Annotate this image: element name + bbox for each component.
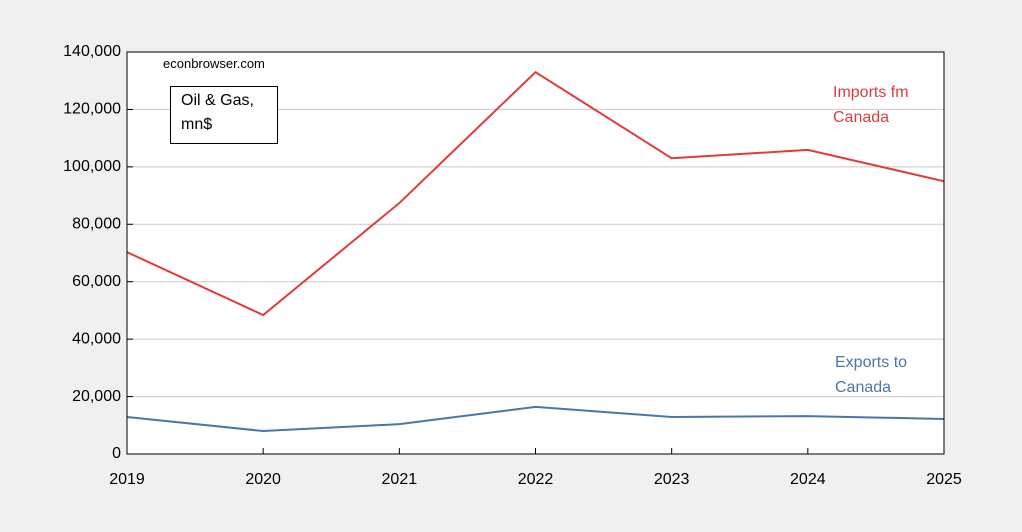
series-label: Exports to Canada: [835, 354, 908, 396]
series-label: Imports fm Canada: [833, 84, 909, 126]
y-tick-label: 40,000: [72, 330, 121, 347]
y-tick-label: 100,000: [63, 158, 121, 175]
series-line: [126, 70, 945, 317]
x-tick-label: 2024: [790, 471, 826, 488]
y-tick-label: 20,000: [72, 388, 121, 405]
x-tick-label: 2025: [926, 471, 962, 488]
plot-frame: [126, 51, 945, 455]
x-tick-label: 2023: [654, 471, 690, 488]
source-note: econbrowser.com: [163, 56, 265, 71]
y-tick-label: 60,000: [72, 273, 121, 290]
units-box: Oil & Gas, mn$: [170, 86, 278, 144]
x-tick-label: 2020: [245, 471, 281, 488]
y-tick-label: 0: [112, 445, 121, 462]
x-tick-label: 2021: [382, 471, 418, 488]
x-tick-label: 2022: [518, 471, 554, 488]
y-tick-label: 140,000: [63, 43, 121, 60]
series-line: [126, 405, 945, 433]
x-tick-label: 2019: [109, 471, 145, 488]
y-tick-label: 80,000: [72, 216, 121, 233]
y-tick-label: 120,000: [63, 101, 121, 118]
